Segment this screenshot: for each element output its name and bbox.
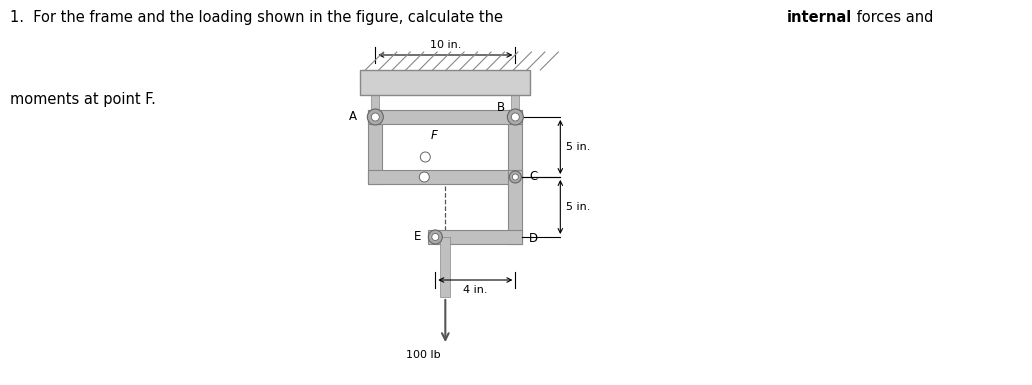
Bar [368, 110, 382, 184]
Bar [509, 110, 522, 184]
Circle shape [420, 152, 430, 162]
Bar [428, 230, 522, 244]
Circle shape [428, 230, 443, 244]
Text: forces and: forces and [852, 10, 934, 25]
Circle shape [510, 171, 521, 183]
Circle shape [419, 172, 429, 182]
Text: E: E [414, 231, 421, 243]
Text: 5 in.: 5 in. [567, 142, 590, 152]
Text: B: B [497, 101, 506, 114]
Text: internal: internal [786, 10, 851, 25]
Circle shape [431, 233, 439, 241]
Text: A: A [349, 110, 357, 124]
Circle shape [367, 109, 383, 125]
Bar [368, 110, 522, 124]
Circle shape [372, 113, 380, 121]
Text: D: D [529, 232, 539, 245]
Bar [372, 95, 380, 117]
Bar [368, 170, 522, 184]
Circle shape [512, 174, 518, 180]
Circle shape [508, 109, 523, 125]
Text: 100 lb: 100 lb [406, 350, 441, 360]
Text: 10 in.: 10 in. [429, 40, 461, 50]
Bar [441, 237, 450, 297]
Text: C: C [529, 171, 538, 184]
Text: 5 in.: 5 in. [567, 202, 590, 212]
Bar [360, 70, 530, 95]
Text: 4 in.: 4 in. [463, 285, 487, 295]
Text: F: F [430, 129, 438, 142]
Text: 1.  For the frame and the loading shown in the figure, calculate the: 1. For the frame and the loading shown i… [10, 10, 508, 25]
Text: moments at point F.: moments at point F. [10, 92, 156, 107]
Circle shape [511, 113, 519, 121]
Bar [509, 170, 522, 244]
Bar [511, 95, 519, 117]
